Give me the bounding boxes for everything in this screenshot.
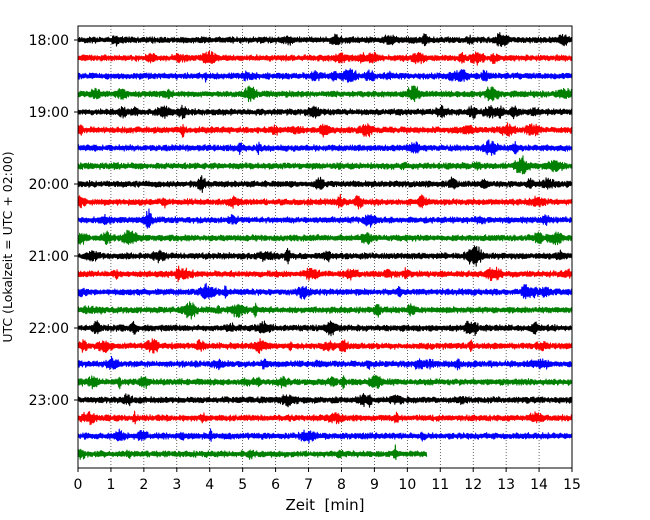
x-tick-label: 7	[304, 477, 313, 493]
seismogram-trace-2145	[77, 301, 573, 320]
seismogram-trace-1845	[77, 85, 573, 103]
seismogram-trace-2000	[77, 175, 573, 194]
x-tick-label: 15	[563, 477, 581, 493]
x-tick-label: 2	[139, 477, 148, 493]
seismogram-trace-2015	[77, 193, 573, 210]
x-axis-label: Zeit [min]	[285, 496, 364, 514]
y-tick-label: 22:00	[29, 321, 69, 337]
x-axis-ticks: 0 1 2 3 4 5 6 7 8 9 10 11 12 13 14 15	[74, 468, 581, 493]
seismogram-traces	[77, 32, 573, 461]
y-tick-label: 19:00	[29, 105, 69, 121]
seismogram-trace-2215	[77, 338, 573, 354]
seismogram-trace-2300	[77, 392, 573, 408]
seismogram-trace-2045	[77, 229, 573, 246]
y-tick-label: 18:00	[29, 33, 69, 49]
seismogram-trace-1800	[77, 32, 573, 47]
plot-frame	[77, 25, 573, 469]
x-tick-label: 14	[530, 477, 548, 493]
seismogram-trace-1915	[77, 122, 573, 138]
x-tick-label: 13	[497, 477, 515, 493]
seismogram-trace-1945	[77, 155, 573, 175]
x-tick-label: 3	[172, 477, 181, 493]
x-tick-label: 9	[370, 477, 379, 493]
x-tick-label: 12	[464, 477, 482, 493]
y-tick-label: 21:00	[29, 249, 69, 265]
seismogram-trace-1900	[77, 104, 573, 120]
seismogram-trace-2230	[77, 355, 573, 371]
y-axis-ticks: 18:00 19:00 20:00 21:00 22:00 23:00	[29, 33, 78, 409]
y-axis-label: UTC (Lokalzeit = UTC + 02:00)	[0, 151, 15, 342]
x-tick-label: 4	[205, 477, 214, 493]
seismogram-trace-2200	[77, 320, 573, 337]
seismogram-trace-2100	[77, 245, 573, 267]
seismogram-trace-2030	[77, 208, 573, 229]
seismogram-trace-2245	[77, 375, 573, 390]
seismogram-trace-2115	[77, 265, 573, 283]
seismogram-trace-2130	[77, 282, 573, 300]
x-tick-label: 8	[337, 477, 346, 493]
seismogram-trace-2315	[77, 410, 573, 426]
x-tick-label: 6	[271, 477, 280, 493]
seismogram-trace-1930	[77, 139, 573, 156]
x-tick-label: 11	[431, 477, 449, 493]
y-tick-label: 20:00	[29, 177, 69, 193]
x-tick-label: 0	[74, 477, 83, 493]
x-tick-label: 5	[238, 477, 247, 493]
x-tick-label: 10	[398, 477, 416, 493]
seismogram-trace-1830	[77, 68, 573, 83]
seismogram-trace-2345	[77, 444, 428, 461]
seismogram-trace-2330	[77, 428, 573, 444]
seismogram-trace-1815	[77, 51, 573, 66]
y-tick-label: 23:00	[29, 393, 69, 409]
x-tick-label: 1	[106, 477, 115, 493]
